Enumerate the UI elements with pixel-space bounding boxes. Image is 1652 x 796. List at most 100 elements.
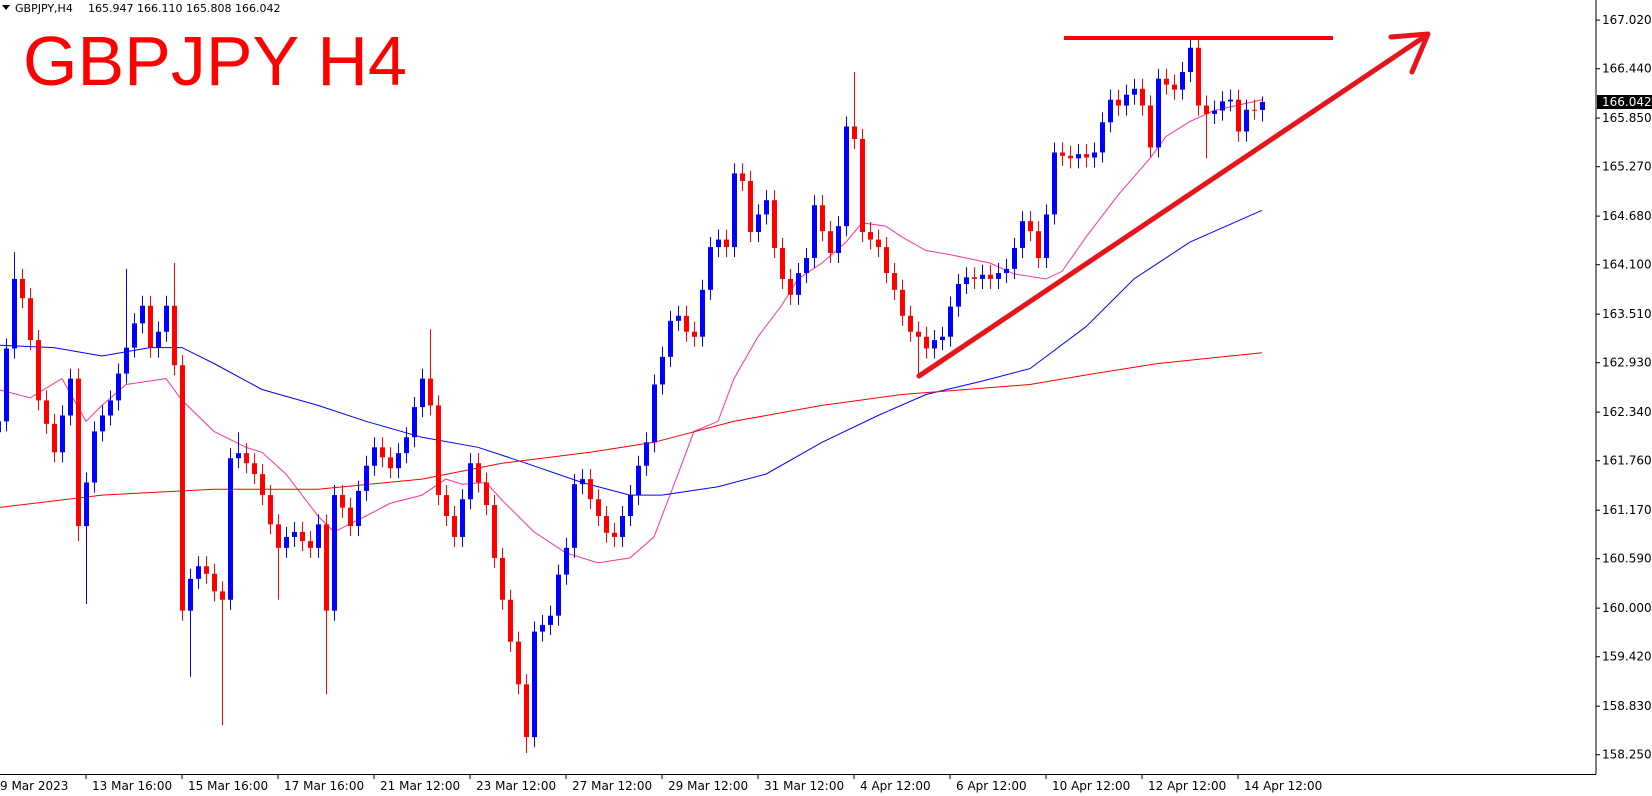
candle-body (940, 336, 945, 341)
candle-body (220, 591, 225, 600)
y-tick-label: 163.510 (1602, 307, 1652, 321)
candle-body (796, 273, 801, 295)
candle-body (100, 415, 105, 432)
candle-body (1204, 105, 1209, 114)
candle-body (132, 323, 137, 348)
candle-body (428, 378, 433, 406)
candle-body (580, 479, 585, 485)
candle-body (900, 289, 905, 316)
x-tick-label: 31 Mar 12:00 (764, 779, 844, 793)
candle-body (156, 331, 161, 348)
candle-body (804, 258, 809, 274)
candle-body (724, 239, 729, 248)
candle-body (572, 484, 577, 548)
candle-body (708, 247, 713, 290)
candle-body (1084, 154, 1089, 158)
drawing-objects (916, 31, 1431, 379)
candle-body (476, 463, 481, 483)
chart-title: GBPJPY H4 (23, 22, 407, 100)
candle-body (524, 684, 529, 738)
y-tick-label: 160.590 (1602, 552, 1652, 566)
candle-body (508, 599, 513, 642)
candle-body (540, 624, 545, 632)
candle-body (772, 200, 777, 248)
candle-body (380, 447, 385, 458)
candle-body (492, 505, 497, 558)
candle-body (788, 278, 793, 295)
candle-body (1228, 99, 1233, 102)
candle-body (676, 315, 681, 321)
candle-body (468, 463, 473, 500)
candle-body (212, 573, 217, 592)
axes: 167.020 166.440 165.850 165.270 164.680 164.1… (0, 13, 1652, 793)
candle-body (1092, 152, 1097, 158)
candle-body (84, 482, 89, 527)
candle-body (1156, 78, 1161, 148)
candle-body (1068, 155, 1073, 159)
candle-body (588, 479, 593, 500)
y-tick-label: 158.250 (1602, 748, 1652, 762)
y-tick-label: 158.830 (1602, 699, 1652, 713)
candle-body (1132, 88, 1137, 95)
moving-average-line (0, 352, 1263, 508)
candle-body (164, 305, 169, 332)
candle-body (300, 531, 305, 542)
candle-body (844, 126, 849, 227)
candle-body (1172, 84, 1177, 90)
candle-body (1148, 105, 1153, 148)
candle-body (836, 226, 841, 253)
candle-body (44, 400, 49, 424)
candle-body (12, 278, 17, 349)
candle-body (556, 574, 561, 616)
candle-body (1076, 154, 1081, 159)
candle-body (924, 336, 929, 349)
candle-body (1124, 94, 1129, 106)
candle-body (68, 378, 73, 416)
candle-body (1052, 152, 1057, 215)
candle-body (820, 205, 825, 232)
y-tick-label: 165.850 (1602, 111, 1652, 125)
trend-line (916, 34, 1427, 379)
candle-body (1140, 88, 1145, 106)
candle-body (1236, 99, 1241, 132)
candle-body (532, 631, 537, 738)
candle-body (236, 453, 241, 459)
candle-body (996, 273, 1001, 279)
candle-body (356, 490, 361, 527)
candle-body (372, 447, 377, 466)
candle-body (228, 458, 233, 600)
trend-arrow-head (1388, 31, 1431, 75)
candle-body (1028, 221, 1033, 232)
candle-body (1212, 110, 1217, 114)
candle-body (396, 453, 401, 469)
candle-body (388, 457, 393, 469)
candle-body (444, 495, 449, 516)
x-tick-label: 4 Apr 12:00 (860, 779, 931, 793)
candle-body (308, 541, 313, 548)
candle-body (172, 305, 177, 366)
candle-body (1036, 231, 1041, 258)
candle-body (644, 442, 649, 466)
candle-body (692, 331, 697, 337)
candle-body (876, 239, 881, 248)
candle-body (204, 566, 209, 574)
x-tick-label: 29 Mar 12:00 (668, 779, 748, 793)
candle-body (124, 347, 129, 374)
candle-body (332, 495, 337, 611)
candle-body (916, 331, 921, 337)
candle-body (500, 557, 505, 600)
candle-body (76, 378, 81, 527)
moving-average-line (0, 99, 1263, 564)
candle-body (148, 305, 153, 348)
moving-average-line (0, 209, 1263, 496)
candle-body (0, 421, 1, 433)
candle-body (412, 407, 417, 438)
candle-body (1100, 122, 1105, 153)
candle-body (828, 231, 833, 253)
candle-body (60, 415, 65, 453)
candle-body (740, 173, 745, 181)
candle-body (340, 495, 345, 508)
x-tick-label: 12 Apr 12:00 (1148, 779, 1226, 793)
